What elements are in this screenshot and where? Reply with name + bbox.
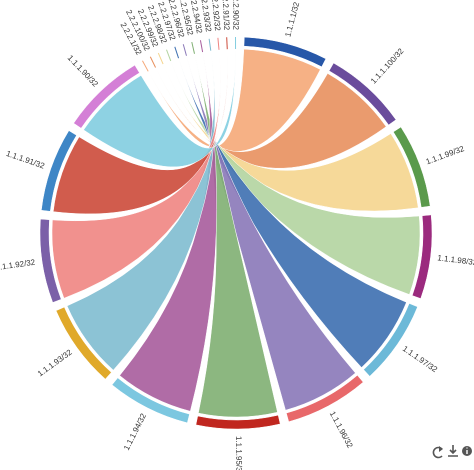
node-label: 1.1.1.95/32 xyxy=(234,436,243,470)
group-tick xyxy=(157,52,164,65)
group-tick xyxy=(217,37,220,50)
ribbon xyxy=(66,50,216,371)
ribbon xyxy=(119,52,217,412)
node-label: 1.1.1.97/32 xyxy=(401,344,440,374)
refresh-button[interactable] xyxy=(432,446,443,459)
info-button[interactable] xyxy=(462,446,472,456)
group-arc xyxy=(41,130,77,212)
node-label: 2.2.2.92/32 xyxy=(209,0,222,32)
group-arc xyxy=(411,214,433,299)
ribbon xyxy=(194,53,278,418)
ribbon xyxy=(170,60,421,295)
group-arc xyxy=(195,414,281,430)
toolbar xyxy=(432,445,472,459)
node-label: 1.1.1.100/32 xyxy=(369,46,406,85)
ribbons xyxy=(51,48,421,418)
ribbon xyxy=(147,48,321,152)
node-label: 1.1.1.94/32 xyxy=(122,411,148,451)
group-arc xyxy=(55,306,112,380)
ribbon xyxy=(83,49,236,167)
ribbon xyxy=(52,49,228,215)
group-tick xyxy=(191,41,195,54)
node-label: 2.2.2.91/32 xyxy=(220,0,231,31)
group-tick xyxy=(182,44,187,56)
group-tick xyxy=(149,56,157,68)
group-arc xyxy=(392,126,431,208)
ribbon xyxy=(51,49,221,299)
node-label: 1.1.1.1/32 xyxy=(283,1,301,38)
node-label: 1.1.1.99/32 xyxy=(425,144,466,167)
node-label: 1.1.1.93/32 xyxy=(36,347,74,378)
group-tick xyxy=(226,37,228,50)
group-arc xyxy=(73,64,140,129)
node-label: 1.1.1.91/32 xyxy=(5,149,46,171)
node-label: 2.2.2.90/32 xyxy=(231,0,240,31)
node-label: 1.1.1.90/32 xyxy=(66,53,100,89)
ribbon xyxy=(162,63,419,212)
node-label: 1.1.1.92/32 xyxy=(0,258,36,273)
ribbon xyxy=(178,58,407,368)
group-tick xyxy=(142,60,149,72)
ribbon xyxy=(186,55,356,411)
node-label: 1.1.1.96/32 xyxy=(328,410,355,450)
group-tick xyxy=(199,40,204,53)
group-tick xyxy=(166,49,172,62)
group-arc xyxy=(363,303,418,377)
ribbon xyxy=(155,67,387,169)
group-arc xyxy=(111,377,190,424)
group-tick xyxy=(174,46,180,59)
group-arc xyxy=(39,218,62,303)
group-arc xyxy=(243,36,327,68)
group-arc xyxy=(328,62,397,126)
group-tick xyxy=(208,38,212,51)
group-arc xyxy=(286,374,364,423)
node-label: 1.1.1.98/32 xyxy=(437,253,474,267)
download-button[interactable] xyxy=(448,445,458,457)
